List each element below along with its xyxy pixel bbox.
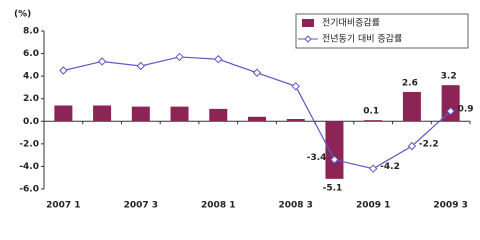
legend-label: 전년동기 대비 증감률: [322, 33, 402, 45]
y-tick-label: 0.0: [23, 117, 39, 127]
line-value-label: -4.2: [380, 162, 400, 172]
line-marker: [330, 155, 339, 164]
line-marker: [252, 68, 262, 77]
y-tick-label: -4.0: [19, 162, 39, 172]
y-tick-label: -6.0: [19, 185, 39, 195]
bar: [248, 116, 266, 122]
bar: [93, 105, 112, 122]
line-marker: [291, 82, 300, 91]
legend-swatch: [302, 19, 314, 27]
line-marker: [214, 55, 223, 64]
bar: [170, 106, 189, 122]
y-tick-label: 2.0: [23, 94, 39, 104]
x-tick-label: 2007 1: [46, 201, 80, 211]
line-marker: [407, 141, 417, 151]
line-marker: [446, 106, 455, 116]
x-tick-label: 2007 3: [124, 201, 158, 211]
x-tick-label: 2009 3: [433, 201, 467, 211]
chart: (%) -6.0 -4.0 -2.0 0.0 2.0 4.0 6.0 8.0 2007 1 200…: [14, 10, 474, 211]
x-tick-label: 2009 1: [356, 201, 390, 211]
line-value-label: -3.4: [307, 153, 327, 163]
y-tick-label: 4.0: [23, 72, 39, 82]
line-marker: [97, 57, 107, 66]
bar: [402, 91, 421, 122]
line-marker: [136, 61, 146, 71]
y-axis-label: (%): [14, 10, 31, 20]
line-marker: [175, 52, 184, 62]
bar: [209, 108, 228, 122]
x-tick-label: 2008 3: [279, 201, 313, 211]
legend-marker: [304, 35, 312, 43]
y-tick-label: 8.0: [23, 27, 39, 37]
y-tick-label: -2.0: [19, 139, 39, 149]
bar-value-label: 0.1: [363, 107, 379, 117]
x-tick-label: 2008 1: [201, 201, 235, 211]
bar: [325, 121, 344, 179]
bar: [364, 120, 383, 122]
line-value-label: 0.9: [458, 105, 474, 115]
line-marker: [368, 164, 378, 173]
line-marker: [59, 66, 68, 75]
bar: [131, 106, 150, 122]
line-value-label: -2.2: [419, 140, 439, 150]
bar: [441, 85, 460, 122]
bar-value-label: 3.2: [441, 72, 457, 82]
legend-box: [295, 13, 469, 49]
legend-label: 전기대비증감률: [322, 17, 380, 29]
bar: [54, 105, 73, 122]
bar-value-label: 2.6: [402, 78, 418, 88]
bar: [286, 119, 305, 122]
bar-value-label: -5.1: [323, 183, 343, 193]
y-tick-label: 6.0: [23, 49, 39, 59]
